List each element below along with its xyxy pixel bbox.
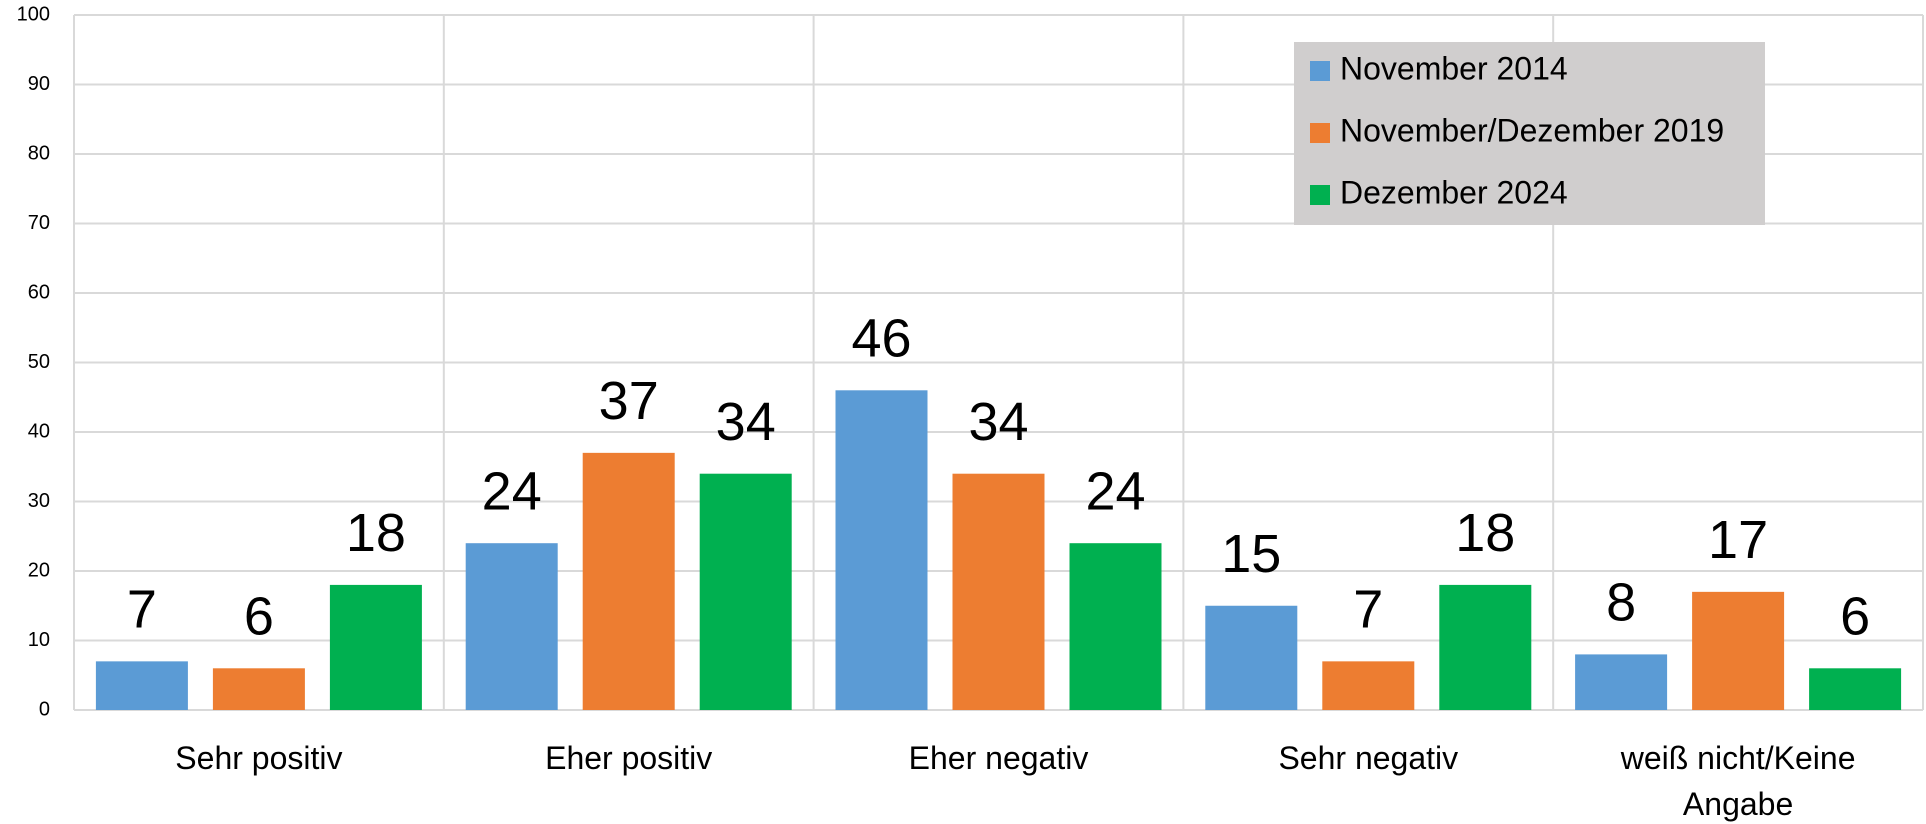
data-label: 17 <box>1708 510 1768 570</box>
y-tick-label: 100 <box>17 3 50 25</box>
bar <box>212 668 305 710</box>
legend-label: November/Dezember 2019 <box>1340 112 1724 148</box>
bar <box>329 584 422 710</box>
x-tick-label: Eher negativ <box>908 740 1089 776</box>
y-tick-label: 90 <box>28 73 50 95</box>
y-tick-label: 40 <box>28 420 50 442</box>
x-tick-label: Sehr positiv <box>175 740 343 776</box>
bar <box>1069 543 1162 710</box>
bar <box>1809 668 1902 710</box>
data-label: 37 <box>599 371 659 431</box>
legend-swatch <box>1310 61 1330 81</box>
data-label: 6 <box>1840 587 1870 647</box>
data-label: 24 <box>482 461 542 521</box>
y-tick-label: 30 <box>28 490 50 512</box>
bar <box>699 473 792 710</box>
data-label: 46 <box>851 309 911 369</box>
bar <box>952 473 1045 710</box>
bar <box>1692 591 1785 710</box>
data-label: 7 <box>127 580 157 640</box>
legend-box <box>1294 42 1765 225</box>
legend-label: Dezember 2024 <box>1340 174 1568 210</box>
y-tick-label: 50 <box>28 351 50 373</box>
y-tick-label: 70 <box>28 212 50 234</box>
data-label: 18 <box>1455 503 1515 563</box>
data-label: 18 <box>346 503 406 563</box>
y-tick-label: 10 <box>28 629 50 651</box>
x-tick-label: weiß nicht/Keine Angabe <box>1620 740 1856 822</box>
legend-swatch <box>1310 123 1330 143</box>
x-tick-label: Eher positiv <box>545 740 713 776</box>
data-label: 15 <box>1221 524 1281 584</box>
legend-swatch <box>1310 185 1330 205</box>
y-tick-label: 60 <box>28 281 50 303</box>
legend-label: November 2014 <box>1340 50 1568 86</box>
bar <box>1205 605 1298 710</box>
y-tick-label: 0 <box>39 698 50 720</box>
data-label: 34 <box>968 392 1028 452</box>
bar <box>95 661 188 710</box>
bar <box>465 543 558 710</box>
data-label: 6 <box>244 587 274 647</box>
x-tick-label: Sehr negativ <box>1278 740 1459 776</box>
data-label: 8 <box>1606 573 1636 633</box>
data-label: 34 <box>716 392 776 452</box>
data-label: 7 <box>1353 580 1383 640</box>
bar <box>1575 654 1668 710</box>
bar <box>835 390 928 710</box>
bar <box>1439 584 1532 710</box>
bar <box>1322 661 1415 710</box>
y-tick-label: 80 <box>28 142 50 164</box>
bar <box>582 452 675 710</box>
y-tick-label: 20 <box>28 559 50 581</box>
data-label: 24 <box>1085 461 1145 521</box>
